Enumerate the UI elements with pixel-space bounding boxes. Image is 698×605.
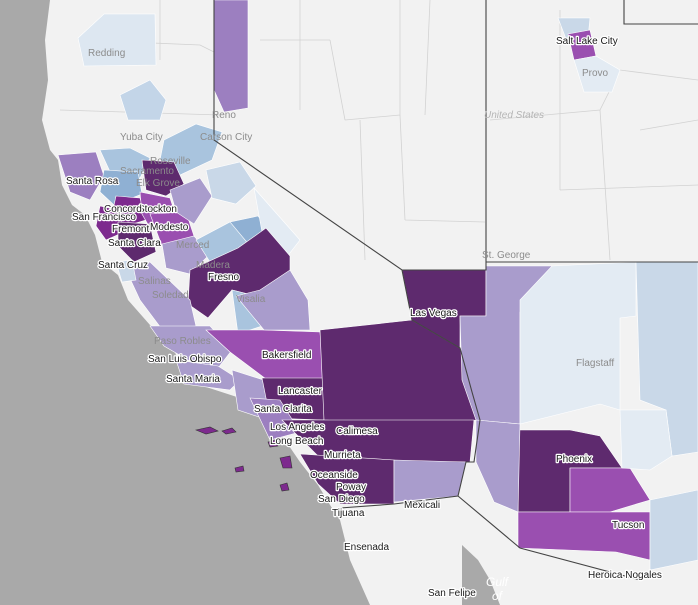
counties-southern-california — [115, 227, 481, 505]
city-label: Soledad — [152, 290, 189, 301]
city-label: Long Beach — [270, 436, 323, 447]
counties-arizona — [459, 261, 698, 571]
city-label: Merced — [176, 240, 209, 251]
city-label: San Felipe — [428, 588, 476, 599]
city-label: Phoenix — [556, 454, 592, 465]
city-label: Heroica Nogales — [588, 570, 662, 581]
city-label: Tijuana — [332, 508, 365, 519]
city-label: Salinas — [138, 276, 171, 287]
city-label: Calimesa — [336, 426, 378, 437]
pacific-ocean — [0, 0, 370, 605]
city-label: Poway — [336, 482, 366, 493]
city-label: St. George — [482, 250, 531, 261]
city-label: Las Vegas — [410, 308, 457, 319]
channel-islands — [194, 426, 293, 492]
gulf-of-california — [462, 545, 500, 605]
city-label: Los Angeles — [270, 422, 325, 433]
city-label: Sacramento — [120, 166, 174, 177]
region-label-united-states: United States — [484, 110, 544, 121]
city-label: Visalia — [236, 294, 266, 305]
city-label: Yuba City — [120, 132, 163, 143]
region-label-gulf: Gulf — [486, 575, 510, 589]
city-label: Santa Rosa — [66, 176, 119, 187]
city-label: San Francisco — [72, 212, 136, 223]
city-label: Santa Clarita — [254, 404, 312, 415]
city-label: Elk Grove — [136, 178, 180, 189]
city-label: Roseville — [150, 156, 191, 167]
city-label: Paso Robles — [154, 336, 211, 347]
city-label: San Diego — [318, 494, 365, 505]
city-label: Lancaster — [278, 386, 323, 397]
city-label: Santa Cruz — [98, 260, 148, 271]
city-label: Salt Lake City — [556, 36, 618, 47]
city-label: Madera — [196, 260, 230, 271]
city-label: Tucson — [612, 520, 644, 531]
city-label: Murrieta — [324, 450, 361, 461]
region-label-gulf-of: of — [492, 589, 504, 603]
counties-northern-california — [57, 0, 301, 275]
city-label: Ensenada — [344, 542, 389, 553]
city-label: Concord — [104, 204, 142, 215]
city-label: Santa Maria — [166, 374, 220, 385]
city-label: Oceanside — [310, 470, 358, 481]
city-label: Stockton — [138, 204, 177, 215]
state-outlines — [213, 0, 698, 581]
counties-utah — [557, 17, 621, 93]
city-label: Bakersfield — [262, 350, 311, 361]
city-label: Provo — [582, 68, 609, 79]
city-label: Flagstaff — [576, 358, 614, 369]
city-label: Carson City — [200, 132, 252, 143]
city-label: Mexicali — [404, 500, 440, 511]
city-label: Modesto — [150, 222, 189, 233]
city-label: Fresno — [208, 272, 240, 283]
city-label: San Luis Obispo — [148, 354, 222, 365]
city-label: Reno — [212, 110, 236, 121]
city-label: Redding — [88, 48, 125, 59]
city-labels: Redding Yuba City Carson City Reno Rosev… — [65, 35, 663, 601]
city-label: Fremont — [112, 224, 149, 235]
region-labels: United States Gulf of — [484, 110, 544, 603]
city-label: Santa Clara — [108, 238, 161, 249]
